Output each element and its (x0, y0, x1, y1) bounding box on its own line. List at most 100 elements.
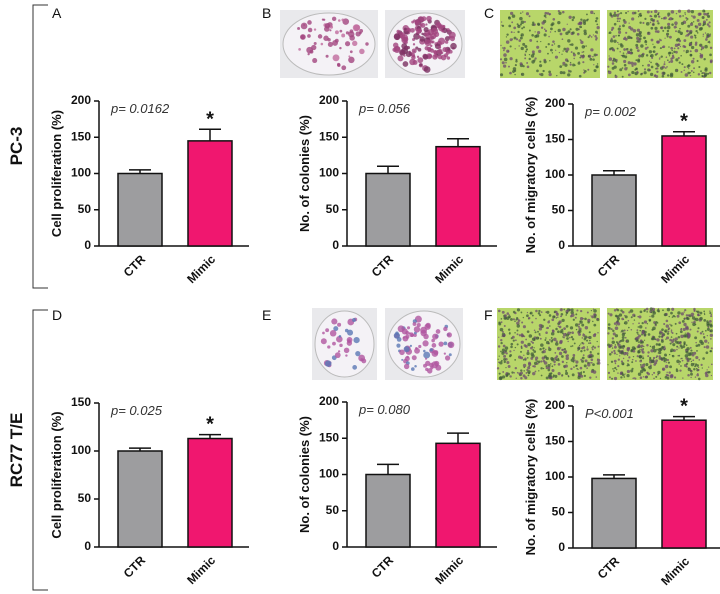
cell (571, 18, 574, 22)
cell (596, 340, 598, 343)
cell (652, 348, 657, 353)
cell (627, 10, 629, 13)
cell (710, 347, 713, 350)
colony (343, 347, 350, 354)
cell (650, 10, 653, 14)
cell (562, 336, 564, 338)
colony (348, 55, 351, 58)
cell (558, 51, 561, 54)
colony (399, 349, 405, 356)
cell (639, 376, 643, 379)
cell (629, 48, 633, 52)
cell (582, 370, 585, 374)
cell (557, 347, 559, 350)
cell (570, 43, 574, 46)
cell (524, 50, 528, 53)
cell (576, 32, 580, 36)
colony (450, 42, 457, 50)
cell (557, 325, 560, 327)
cell (621, 310, 625, 314)
cell (686, 347, 690, 351)
cell (644, 330, 647, 334)
cell (500, 341, 503, 345)
cell (658, 355, 661, 358)
cell (519, 62, 523, 66)
cell (574, 64, 576, 66)
cell (516, 333, 519, 336)
cell (671, 52, 674, 54)
cell (621, 336, 625, 339)
cell (623, 63, 627, 67)
cell (555, 340, 558, 343)
cell (590, 310, 593, 312)
cell (620, 309, 623, 312)
cell (548, 314, 552, 317)
cell (692, 322, 696, 327)
cell (693, 368, 696, 371)
cell (633, 62, 637, 66)
cell (528, 29, 531, 32)
cell (511, 335, 515, 339)
cell (551, 368, 555, 373)
cell (523, 20, 526, 23)
cell (691, 362, 693, 365)
cell (572, 63, 576, 67)
cell (566, 60, 569, 63)
cell (680, 21, 685, 26)
cell (571, 345, 574, 347)
cell (657, 308, 660, 310)
cell (587, 36, 590, 39)
colony (413, 326, 421, 333)
cell (639, 329, 642, 332)
cell (640, 14, 643, 17)
cell (554, 356, 557, 360)
cell (522, 26, 526, 29)
cell (677, 47, 680, 50)
cell (670, 57, 673, 60)
cell (680, 54, 682, 57)
cell (556, 316, 559, 318)
cell (524, 357, 527, 361)
cell (569, 61, 572, 64)
cell (652, 23, 655, 26)
cell (528, 53, 531, 56)
cell (679, 369, 682, 372)
cell (585, 336, 587, 338)
cell (565, 311, 569, 315)
cell (566, 337, 569, 340)
colony (339, 46, 342, 50)
cell (688, 44, 691, 47)
cell (616, 47, 619, 50)
cell (622, 52, 625, 54)
cell (626, 50, 631, 54)
cell (650, 311, 653, 314)
significance-mark: * (680, 111, 688, 133)
cell (643, 36, 646, 40)
cell (543, 347, 545, 349)
cell (699, 27, 703, 31)
colony (416, 55, 420, 58)
cell (548, 35, 550, 38)
cell (683, 322, 687, 327)
colony (406, 355, 409, 359)
cell (647, 31, 650, 34)
cell (575, 313, 578, 316)
cell (581, 51, 583, 53)
colony (401, 328, 408, 335)
cell (676, 314, 680, 318)
cell (608, 376, 611, 379)
cell (679, 45, 682, 48)
cell (580, 349, 583, 353)
cell (570, 358, 575, 362)
cell (663, 360, 666, 363)
cell (636, 355, 639, 358)
cell (527, 316, 531, 320)
cell (554, 374, 558, 378)
cell (626, 369, 630, 374)
cell (593, 309, 597, 313)
cell (674, 315, 676, 318)
cell (707, 342, 710, 344)
cell (649, 14, 652, 18)
cell (705, 18, 708, 21)
cell (558, 325, 562, 329)
